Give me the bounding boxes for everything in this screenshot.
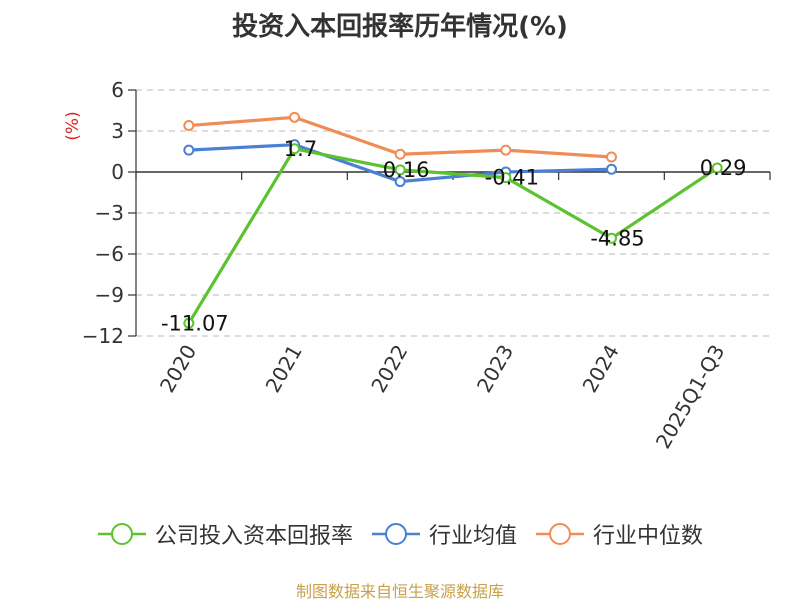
y-tick-label: −9 <box>95 283 124 307</box>
data-label: -4.85 <box>590 226 644 250</box>
x-tick-label: 2022 <box>366 341 412 397</box>
axes: 6 3 0 −3 −6 −9 −12 (%) 2020 2021 2022 2023 2024 2025Q… <box>63 78 771 453</box>
data-label: -11.07 <box>161 311 229 335</box>
legend-item[interactable]: 行业中位数 <box>535 518 703 550</box>
data-label: 1.7 <box>284 137 317 161</box>
y-tick-label: 0 <box>111 160 124 184</box>
data-point[interactable] <box>500 172 512 184</box>
legend-item[interactable]: 公司投入资本回报率 <box>97 518 353 550</box>
x-tick-label: 2025Q1-Q3 <box>651 341 730 453</box>
data-point[interactable] <box>183 120 195 132</box>
y-tick-label: 3 <box>111 119 124 143</box>
legend: 公司投入资本回报率 行业均值 行业中位数 <box>0 518 800 550</box>
x-tick-label: 2024 <box>578 341 624 397</box>
series-line <box>187 147 719 325</box>
grid-lines <box>136 89 770 337</box>
source-note: 制图数据来自恒生聚源数据库 <box>295 582 504 601</box>
data-point[interactable] <box>711 162 723 174</box>
legend-swatch-icon <box>536 523 584 545</box>
data-point[interactable] <box>183 317 195 329</box>
data-point[interactable] <box>394 164 406 176</box>
data-label: 0.29 <box>700 156 747 180</box>
data-point[interactable] <box>606 232 617 244</box>
legend-swatch-icon <box>97 523 146 545</box>
data-point[interactable] <box>183 144 195 156</box>
data-point[interactable] <box>289 143 300 155</box>
y-tick-label: −3 <box>95 201 124 225</box>
x-tick-label: 2020 <box>155 341 201 397</box>
chart-title: 投资入本回报率历年情况(%) <box>232 12 568 42</box>
data-label: 0.16 <box>383 158 430 182</box>
series-layer <box>183 111 723 329</box>
legend-label: 行业中位数 <box>593 524 704 549</box>
y-tick-label: 6 <box>111 78 124 102</box>
x-tick-label: 2021 <box>261 341 307 397</box>
y-tick-label: −12 <box>82 324 124 348</box>
legend-item[interactable]: 行业均值 <box>371 518 517 550</box>
data-point[interactable] <box>394 176 406 188</box>
data-labels: -11.07 1.7 0.16 -0.41 -4.85 0.29 <box>161 137 747 336</box>
data-point[interactable] <box>289 111 300 123</box>
y-axis-label: (%) <box>63 111 83 140</box>
y-tick-label: −6 <box>95 242 124 266</box>
data-label: -0.41 <box>485 166 539 190</box>
legend-label: 行业均值 <box>428 524 517 549</box>
legend-swatch-icon <box>371 523 420 545</box>
x-tick-label: 2023 <box>472 341 518 397</box>
data-point[interactable] <box>500 144 512 156</box>
data-point[interactable] <box>606 163 617 175</box>
data-point[interactable] <box>394 148 406 160</box>
legend-label: 公司投入资本回报率 <box>154 524 353 549</box>
data-point[interactable] <box>606 151 617 163</box>
